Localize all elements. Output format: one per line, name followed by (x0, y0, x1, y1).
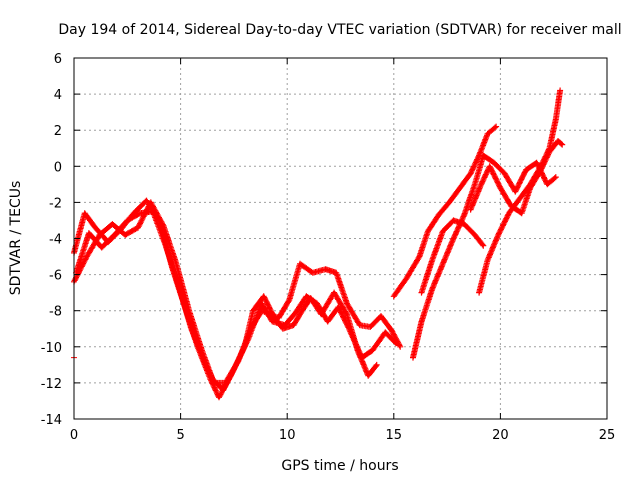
y-tick-label: -10 (41, 341, 62, 356)
plot-frame (73, 57, 608, 420)
series-arc-6 (418, 217, 487, 296)
series-arc-7 (476, 87, 564, 296)
y-tick-label: -2 (49, 196, 62, 211)
x-tick-label: 0 (70, 428, 78, 443)
y-tick-label: -14 (41, 413, 62, 428)
x-tick-label: 15 (386, 428, 403, 443)
x-tick-label: 25 (599, 428, 616, 443)
x-tick-label: 5 (176, 428, 184, 443)
grid-lines (74, 58, 607, 419)
y-axis-label: SDTVAR / TECUs (8, 181, 24, 296)
y-tick-label: -8 (49, 305, 62, 320)
x-tick-label: 10 (279, 428, 296, 443)
y-tick-label: -4 (49, 233, 62, 248)
series-arc-3 (73, 208, 404, 386)
y-tick-label: 2 (54, 124, 62, 139)
series-arc-8 (467, 138, 566, 217)
x-tick-label: 20 (492, 428, 509, 443)
x-axis-label: GPS time / hours (281, 458, 398, 474)
series-arc-5 (410, 152, 559, 361)
series-markers (73, 208, 404, 386)
axis-ticks: 0 5 10 15 20 25 -14 -12 -10 -8 -6 -4 -2 0 2 4 6 (41, 52, 616, 443)
series-arc-4 (390, 123, 500, 300)
y-tick-label: 0 (54, 160, 62, 175)
y-tick-label: -12 (41, 377, 62, 392)
series-markers (410, 152, 559, 361)
y-tick-label: 4 (54, 88, 62, 103)
series-markers (390, 123, 500, 300)
y-tick-label: 6 (54, 52, 62, 67)
chart-title: Day 194 of 2014, Sidereal Day-to-day VTE… (58, 22, 621, 38)
y-tick-label: -6 (49, 269, 62, 284)
series-markers (476, 87, 564, 296)
data-markers (71, 87, 566, 401)
series-markers (418, 217, 487, 296)
series-markers (467, 138, 566, 217)
